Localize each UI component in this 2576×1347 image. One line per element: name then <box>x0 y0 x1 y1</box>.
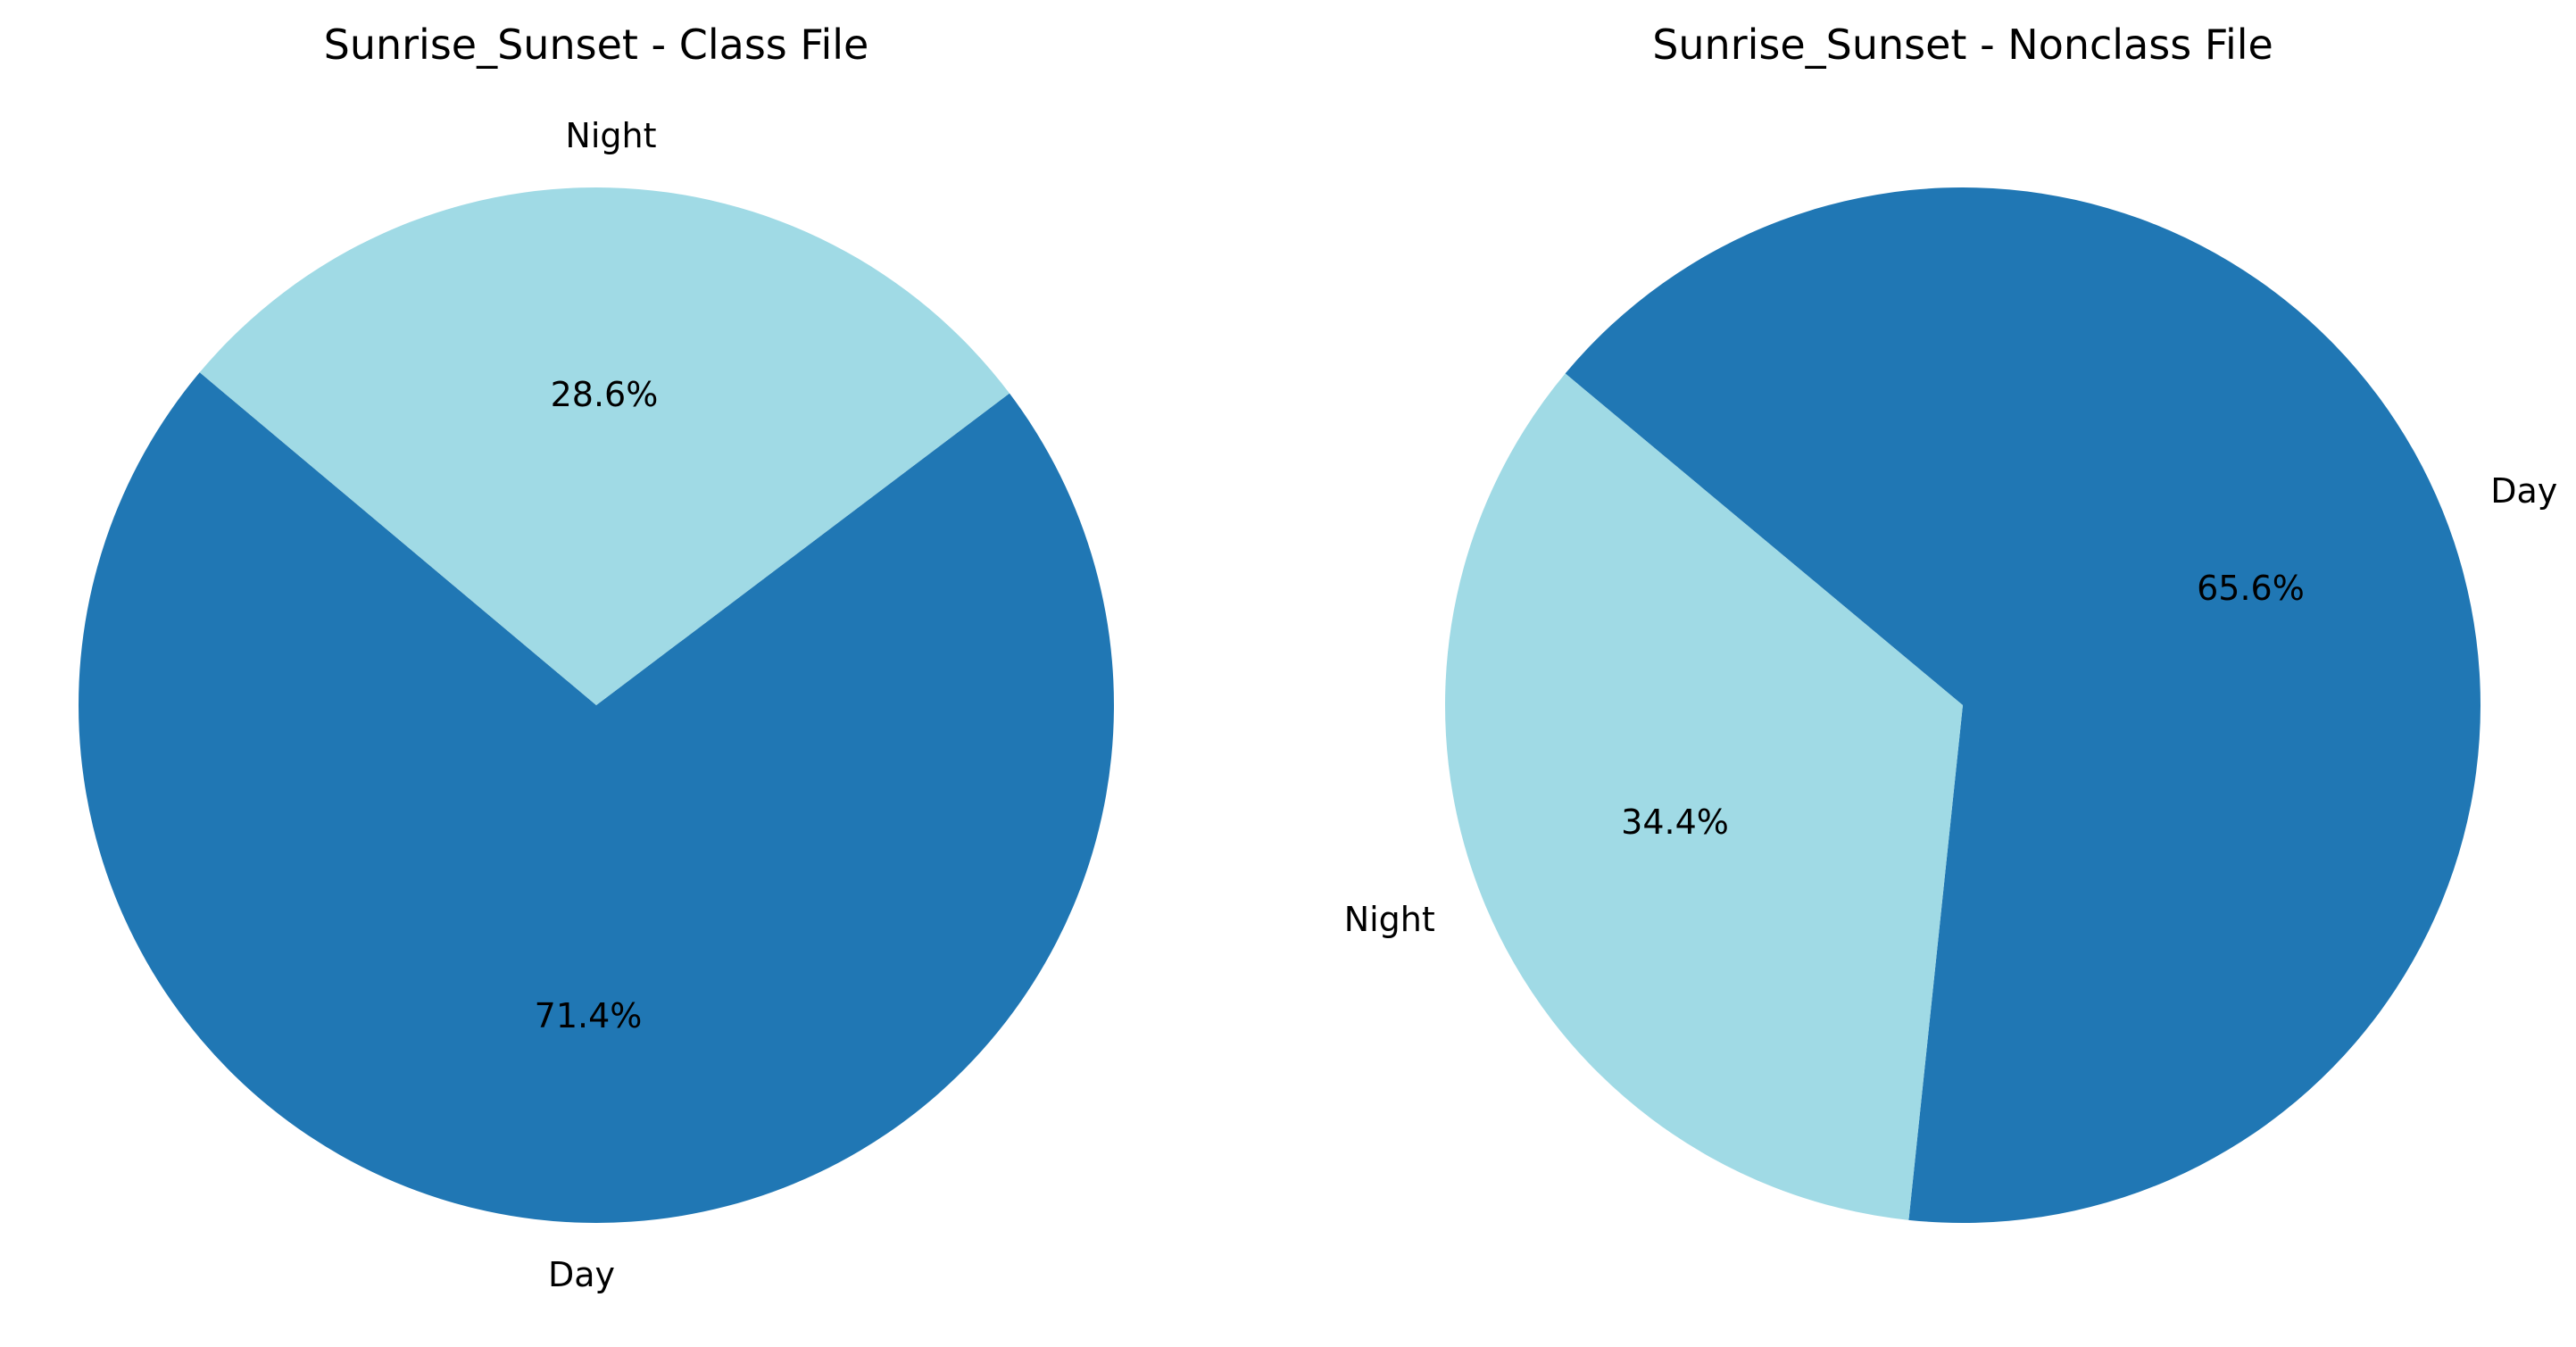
nonclass-file-pct-label-day: 65.6% <box>2197 569 2305 608</box>
nonclass-file-slice-night <box>1445 373 1963 1220</box>
class-file-slice-day <box>78 372 1114 1224</box>
nonclass-file-slice-label-night: Night <box>1344 900 1435 939</box>
nonclass-file-pie-chart: Sunrise_Sunset - Nonclass File 65.6% Day 3… <box>1344 21 2558 1224</box>
class-file-pct-label-day: 71.4% <box>535 996 643 1035</box>
class-file-labels: 71.4% Day 28.6% Night <box>535 116 659 1294</box>
class-file-slice-label-night: Night <box>565 116 656 155</box>
nonclass-file-slices <box>1445 187 2480 1224</box>
chart-title-nonclass-file: Sunrise_Sunset - Nonclass File <box>1652 21 2273 69</box>
nonclass-file-labels: 65.6% Day 34.4% Night <box>1344 471 2558 939</box>
class-file-slices <box>78 187 1114 1224</box>
class-file-slice-label-day: Day <box>548 1255 615 1294</box>
nonclass-file-slice-day <box>1565 187 2480 1224</box>
class-file-pie-chart: Sunrise_Sunset - Class File 71.4% Day 28.6… <box>78 21 1114 1294</box>
nonclass-file-pct-label-night: 34.4% <box>1621 802 1729 842</box>
class-file-slice-night <box>199 187 1010 705</box>
chart-title-class-file: Sunrise_Sunset - Class File <box>324 21 869 69</box>
class-file-pct-label-night: 28.6% <box>551 375 659 414</box>
nonclass-file-slice-label-day: Day <box>2490 471 2557 511</box>
